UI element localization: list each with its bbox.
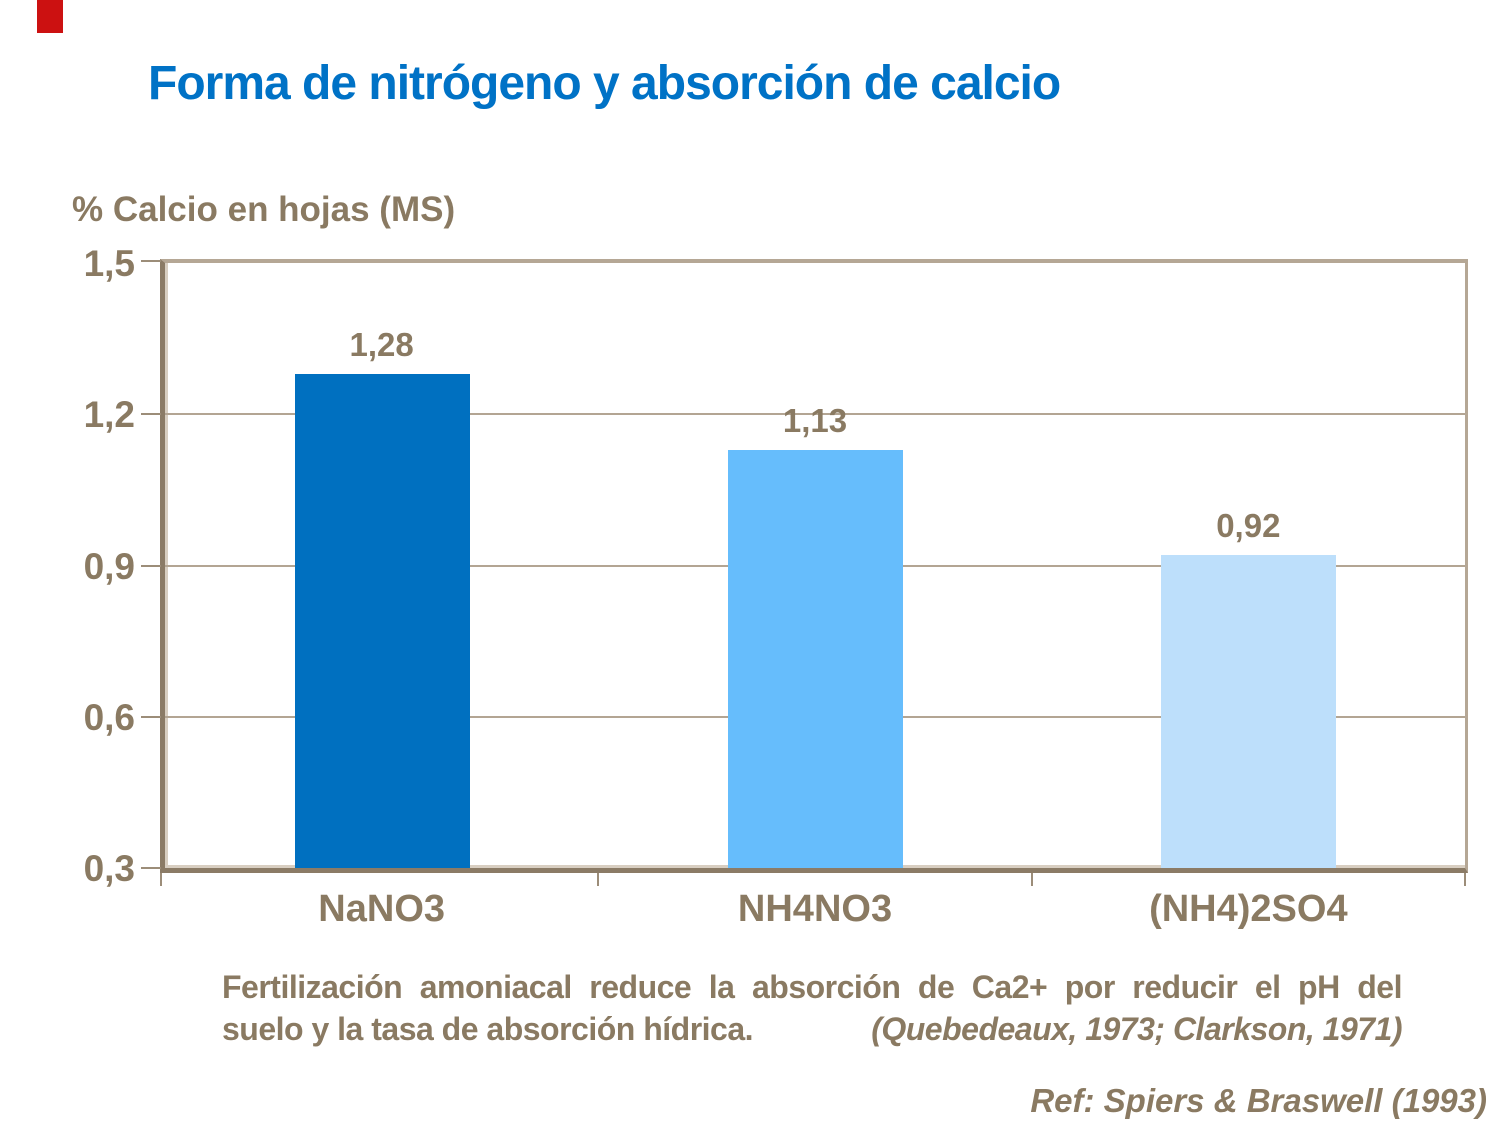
caption-line-2: suelo y la tasa de absorción hídrica. (Q… (222, 1008, 1402, 1050)
y-tick-label: 1,2 (83, 394, 135, 436)
x-axis-tick (1464, 873, 1466, 886)
x-axis-tick (1030, 873, 1033, 886)
y-tick-label: 0,6 (83, 696, 135, 738)
y-axis-tick (141, 260, 161, 262)
caption-word: por (1064, 969, 1116, 1005)
caption-word: el (1254, 969, 1281, 1005)
y-axis-tick (141, 867, 161, 869)
caption-word: reducir (1132, 969, 1238, 1005)
bar-nh42so4 (1161, 555, 1337, 868)
slide-title: Forma de nitrógeno y absorción de calcio (148, 57, 1061, 110)
y-tick-label: 1,5 (83, 243, 135, 284)
x-axis-tick (597, 873, 600, 886)
x-category-label: NaNO3 (318, 888, 446, 930)
x-category-label: NH4NO3 (737, 888, 893, 930)
y-tick-label: 0,9 (83, 545, 135, 587)
caption-citation: (Quebedeaux, 1973; Clarkson, 1971) (871, 1011, 1402, 1047)
bar-value-label: 1,28 (349, 325, 414, 363)
caption-word: absorción (751, 969, 901, 1005)
y-axis-tick (141, 413, 161, 416)
caption-word: Ca2+ (971, 969, 1048, 1005)
bar-value-label: 1,13 (782, 401, 848, 439)
caption-line-2-text: suelo y la tasa de absorción hídrica. (222, 1011, 754, 1047)
caption-line-1: Fertilización amoniacal reduce la absorción d… (222, 966, 1402, 1008)
bar-nh4no3 (728, 449, 903, 868)
caption-word: la (708, 969, 735, 1005)
red-accent-marker (37, 0, 63, 33)
caption-word: amoniacal (419, 969, 573, 1005)
caption-word: Fertilización (222, 969, 403, 1005)
reference-text: Ref: Spiers & Braswell (1993) (1030, 1082, 1487, 1119)
x-axis-tick (160, 873, 162, 886)
bar-value-label: 0,92 (1216, 507, 1281, 545)
y-axis-tick (141, 564, 161, 567)
y-axis-title: % Calcio en hojas (MS) (72, 190, 456, 229)
bar-nano3 (294, 373, 470, 868)
bar-chart-plot-area: 1,5 1,2 0,9 0,6 0,3 1,28 1,13 0,92 NaNO3… (84, 245, 1468, 930)
y-tick-label: 0,3 (83, 848, 135, 889)
caption-word: del (1357, 969, 1402, 1005)
caption-word: pH (1298, 969, 1340, 1005)
gridline-1-2 (165, 413, 1465, 416)
caption-word: reduce (589, 969, 692, 1005)
y-axis-tick (141, 715, 161, 718)
caption: Fertilización amoniacal reduce la absorción d… (222, 966, 1402, 1050)
x-category-label: (NH4)2SO4 (1149, 888, 1348, 930)
caption-word: de (917, 969, 955, 1005)
